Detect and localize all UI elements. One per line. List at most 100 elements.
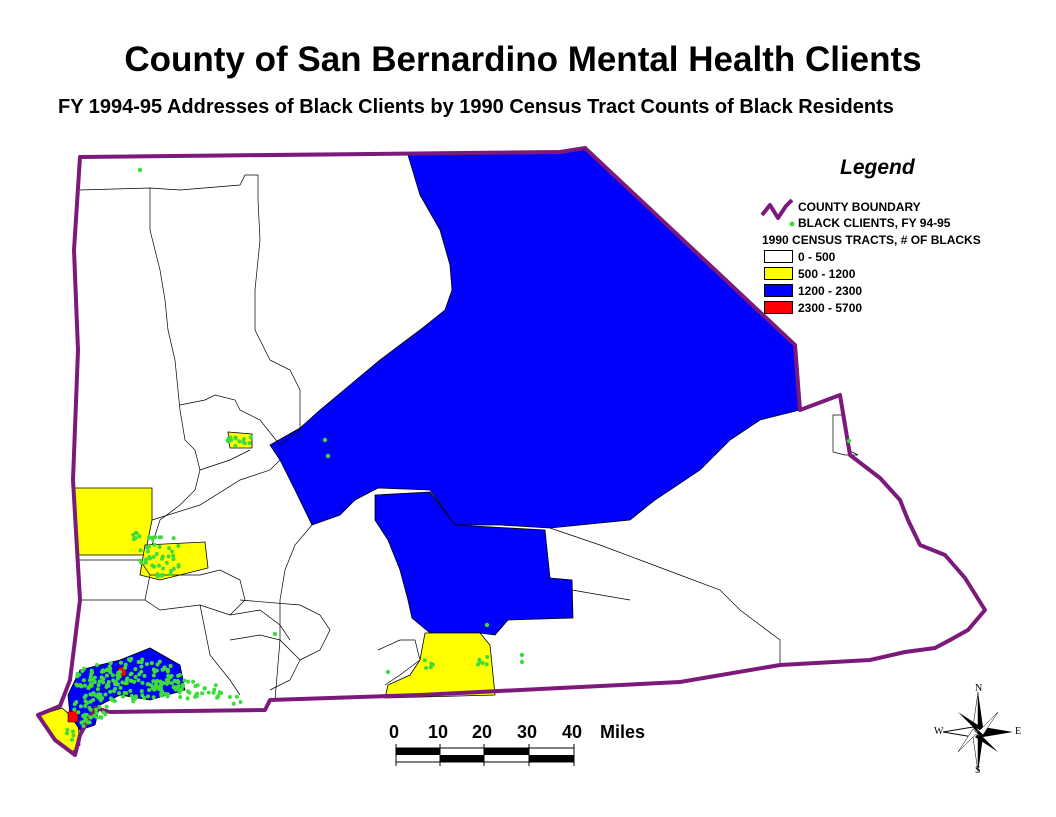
client-dot bbox=[88, 707, 93, 712]
client-dot bbox=[153, 535, 158, 540]
client-dot bbox=[193, 694, 198, 699]
client-dot bbox=[78, 683, 83, 688]
client-dot bbox=[103, 692, 108, 697]
client-dot bbox=[149, 683, 154, 688]
client-dot bbox=[322, 437, 328, 443]
map-title: County of San Bernardino Mental Health C… bbox=[124, 40, 922, 79]
client-dot bbox=[212, 687, 217, 692]
client-dot bbox=[88, 675, 93, 680]
client-dot bbox=[104, 685, 109, 690]
client-dot bbox=[71, 733, 76, 738]
client-dot bbox=[422, 658, 427, 663]
client-dot bbox=[234, 694, 239, 699]
legend-class-label: 0 - 500 bbox=[798, 250, 836, 264]
client-dot bbox=[144, 557, 149, 562]
client-dot bbox=[157, 659, 162, 664]
client-dot bbox=[130, 696, 135, 701]
client-dot bbox=[118, 685, 123, 690]
client-dot bbox=[87, 678, 92, 683]
client-dot bbox=[137, 167, 143, 173]
client-dot bbox=[101, 676, 106, 681]
client-dot bbox=[149, 661, 154, 666]
client-dot bbox=[84, 712, 89, 717]
client-dot bbox=[101, 680, 106, 685]
client-dot bbox=[248, 435, 253, 440]
client-dot bbox=[125, 676, 130, 681]
client-dot bbox=[157, 545, 162, 550]
client-dot bbox=[139, 689, 144, 694]
client-dot bbox=[92, 713, 97, 718]
client-dot bbox=[137, 672, 142, 677]
client-dot bbox=[91, 677, 96, 682]
client-dot bbox=[151, 667, 156, 672]
client-dot bbox=[88, 699, 93, 704]
client-dot bbox=[164, 560, 169, 565]
client-dot bbox=[104, 667, 109, 672]
client-dot bbox=[195, 683, 200, 688]
client-dot bbox=[95, 694, 100, 699]
client-dot bbox=[81, 724, 86, 729]
client-dot bbox=[178, 694, 183, 699]
client-dot bbox=[519, 652, 525, 658]
scale-unit-label: Miles bbox=[600, 722, 646, 742]
client-dot bbox=[158, 679, 163, 684]
client-dot bbox=[112, 689, 117, 694]
scale-tick-label: 10 bbox=[428, 722, 449, 742]
client-dot bbox=[158, 684, 163, 689]
client-dot bbox=[202, 686, 207, 691]
client-dot bbox=[136, 678, 141, 683]
client-dot bbox=[97, 704, 102, 709]
legend-client-dot-icon bbox=[789, 221, 795, 227]
client-dot bbox=[78, 704, 83, 709]
client-dot bbox=[139, 660, 144, 665]
client-dot bbox=[186, 679, 191, 684]
client-dot bbox=[115, 682, 120, 687]
client-dot bbox=[155, 574, 160, 579]
client-dot bbox=[126, 657, 131, 662]
client-dot bbox=[169, 568, 174, 573]
client-dot bbox=[180, 684, 185, 689]
client-dot bbox=[145, 694, 150, 699]
client-dot bbox=[138, 548, 143, 553]
client-dot bbox=[424, 665, 429, 670]
client-dot bbox=[88, 715, 93, 720]
client-dot bbox=[80, 669, 85, 674]
client-dot bbox=[145, 545, 150, 550]
client-dot bbox=[385, 669, 391, 675]
client-dot bbox=[226, 436, 231, 441]
client-dot bbox=[152, 542, 157, 547]
client-dot bbox=[159, 693, 164, 698]
legend-swatch-500-1200 bbox=[764, 267, 793, 280]
client-dot bbox=[155, 662, 160, 667]
client-dot bbox=[76, 710, 81, 715]
legend-class-label: 1200 - 2300 bbox=[798, 284, 863, 298]
client-dot bbox=[165, 694, 170, 699]
client-dot bbox=[151, 686, 156, 691]
client-dot bbox=[95, 687, 100, 692]
client-dot bbox=[117, 674, 122, 679]
client-dot bbox=[146, 682, 151, 687]
client-dot bbox=[104, 673, 109, 678]
client-dot bbox=[85, 720, 90, 725]
client-dot bbox=[133, 530, 138, 535]
legend-swatch-0-500 bbox=[764, 250, 793, 263]
client-dot bbox=[233, 435, 238, 440]
client-dot bbox=[176, 564, 181, 569]
legend-boundary-label: COUNTY BOUNDARY bbox=[798, 200, 921, 214]
client-dot bbox=[133, 667, 138, 672]
compass-south-label: S bbox=[975, 765, 981, 776]
client-dot bbox=[123, 662, 128, 667]
client-dot bbox=[118, 660, 123, 665]
client-dot bbox=[94, 711, 99, 716]
client-dot bbox=[151, 679, 156, 684]
client-dot bbox=[72, 702, 77, 707]
client-dot bbox=[109, 696, 114, 701]
client-dot bbox=[98, 698, 103, 703]
client-dot bbox=[82, 695, 87, 700]
client-dot bbox=[215, 695, 220, 700]
client-dot bbox=[65, 727, 70, 732]
client-dot bbox=[166, 546, 171, 551]
compass-west-label: W bbox=[934, 726, 944, 737]
client-dot bbox=[86, 685, 91, 690]
